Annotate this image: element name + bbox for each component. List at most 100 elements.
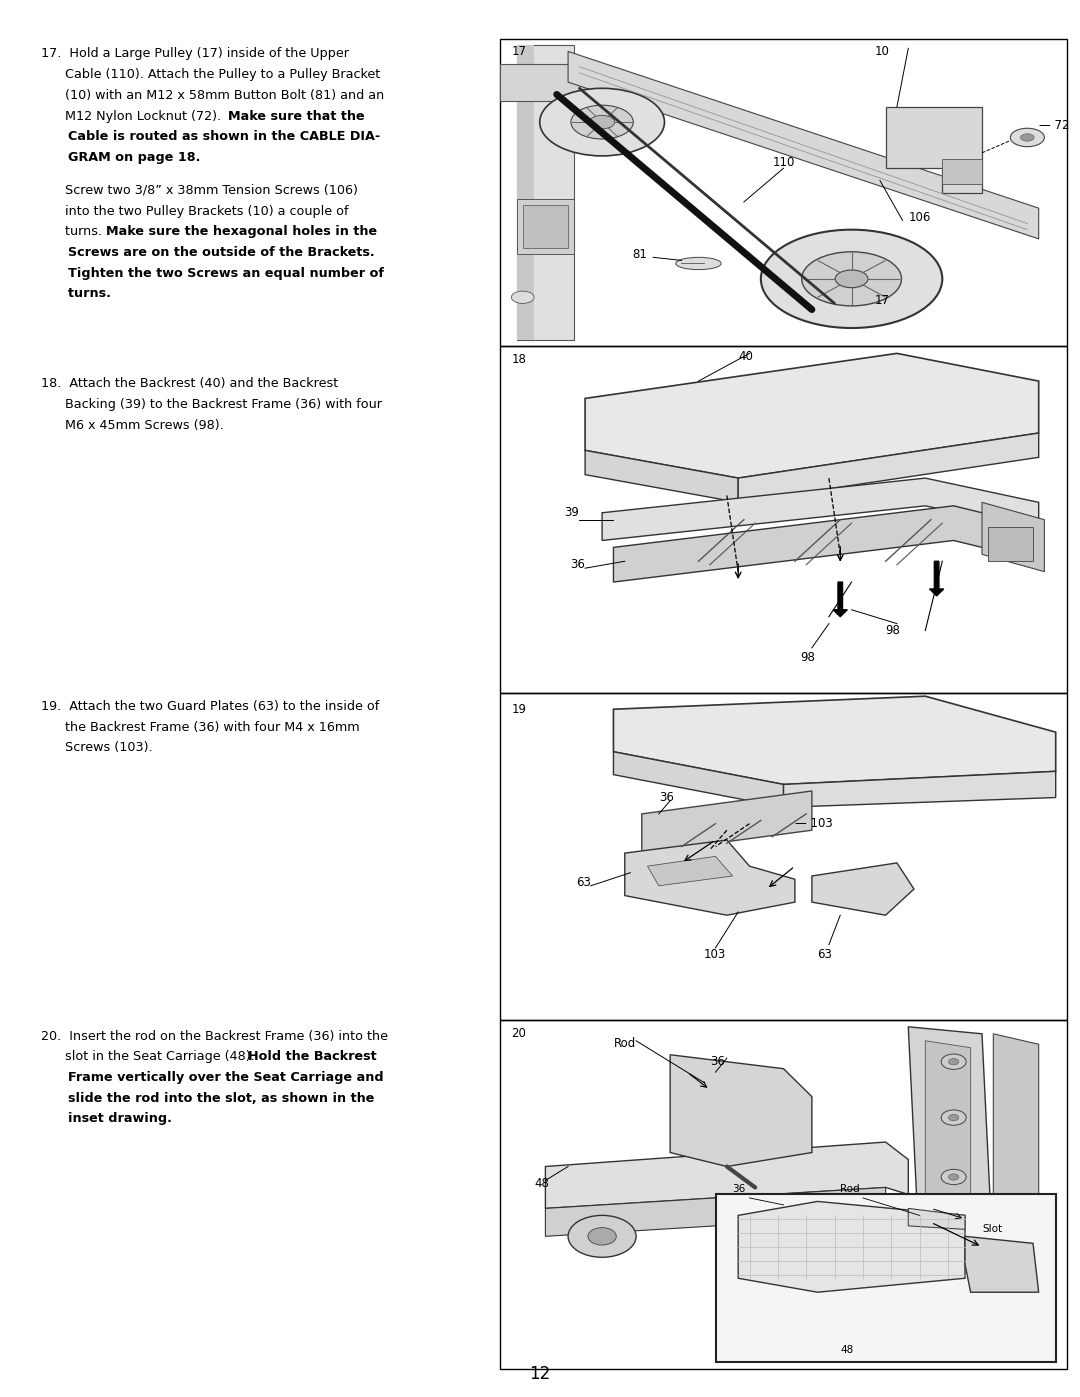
Text: inset drawing.: inset drawing. [41, 1112, 172, 1126]
Circle shape [1011, 129, 1044, 147]
Circle shape [801, 251, 902, 306]
FancyArrow shape [833, 583, 848, 616]
Text: 36: 36 [710, 1055, 725, 1067]
Bar [500, 346, 1067, 693]
Text: 20: 20 [512, 1027, 526, 1039]
Text: 19.  Attach the two Guard Plates (63) to the inside of: 19. Attach the two Guard Plates (63) to … [41, 700, 379, 712]
Circle shape [778, 1197, 846, 1241]
Circle shape [798, 1210, 826, 1228]
Text: 48: 48 [840, 1345, 853, 1355]
Text: into the two Pulley Brackets (10) a couple of: into the two Pulley Brackets (10) a coup… [41, 204, 349, 218]
Polygon shape [613, 506, 1039, 583]
Text: slide the rod into the slot, as shown in the: slide the rod into the slot, as shown in… [41, 1091, 375, 1105]
Polygon shape [886, 106, 982, 193]
Polygon shape [994, 1034, 1039, 1271]
Bar [500, 1020, 1067, 1369]
Text: — 72: — 72 [1039, 119, 1069, 131]
Bar [715, 1194, 1056, 1362]
Text: Slot: Slot [982, 1224, 1002, 1235]
Polygon shape [812, 863, 914, 915]
Polygon shape [517, 45, 535, 341]
Text: 20.  Insert the rod on the Backrest Frame (36) into the: 20. Insert the rod on the Backrest Frame… [41, 1030, 388, 1042]
Ellipse shape [676, 257, 721, 270]
Text: 18: 18 [512, 353, 526, 366]
Text: Make sure that the: Make sure that the [228, 109, 365, 123]
Polygon shape [926, 1041, 971, 1243]
Text: 63: 63 [576, 876, 591, 888]
Circle shape [941, 1109, 967, 1126]
Circle shape [941, 1169, 967, 1185]
Text: Frame vertically over the Seat Carriage and: Frame vertically over the Seat Carriage … [41, 1071, 383, 1084]
Polygon shape [624, 840, 795, 915]
Text: 17.  Hold a Large Pulley (17) inside of the Upper: 17. Hold a Large Pulley (17) inside of t… [41, 47, 349, 60]
Text: Screws (103).: Screws (103). [41, 742, 152, 754]
Text: 63: 63 [818, 949, 833, 961]
Text: 81: 81 [633, 247, 648, 261]
Text: M12 Nylon Locknut (72).: M12 Nylon Locknut (72). [41, 109, 225, 123]
Circle shape [941, 1053, 967, 1070]
Text: 17: 17 [875, 293, 889, 307]
Polygon shape [908, 1208, 966, 1229]
Circle shape [512, 291, 535, 303]
Circle shape [1021, 134, 1035, 141]
Circle shape [948, 1115, 959, 1120]
Text: the Backrest Frame (36) with four M4 x 16mm: the Backrest Frame (36) with four M4 x 1… [41, 721, 360, 733]
Circle shape [571, 105, 633, 140]
Circle shape [948, 1227, 959, 1232]
Text: 106: 106 [908, 211, 931, 224]
Polygon shape [982, 503, 1044, 571]
Text: Cable is routed as shown in the CABLE DIA-: Cable is routed as shown in the CABLE DI… [41, 130, 380, 144]
Bar [942, 159, 982, 183]
Text: Tighten the two Screws an equal number of: Tighten the two Screws an equal number o… [41, 267, 384, 279]
Polygon shape [568, 52, 1039, 239]
Text: 10: 10 [875, 45, 889, 59]
Polygon shape [545, 1187, 886, 1236]
Text: 36: 36 [570, 559, 585, 571]
Polygon shape [739, 1201, 966, 1292]
Polygon shape [908, 1027, 994, 1264]
Polygon shape [585, 353, 1039, 478]
Bar [517, 198, 573, 254]
Polygon shape [648, 856, 732, 886]
Text: slot in the Seat Carriage (48).: slot in the Seat Carriage (48). [41, 1051, 259, 1063]
Polygon shape [613, 752, 784, 807]
Text: 39: 39 [565, 506, 580, 520]
Polygon shape [642, 791, 812, 854]
Text: 36: 36 [732, 1185, 746, 1194]
Polygon shape [545, 1143, 908, 1208]
Text: M6 x 45mm Screws (98).: M6 x 45mm Screws (98). [41, 419, 224, 432]
Polygon shape [670, 1055, 812, 1166]
Text: Screw two 3/8” x 38mm Tension Screws (106): Screw two 3/8” x 38mm Tension Screws (10… [41, 184, 357, 197]
Text: 19: 19 [512, 703, 526, 715]
Circle shape [568, 1215, 636, 1257]
Circle shape [948, 1059, 959, 1065]
Text: 48: 48 [535, 1176, 549, 1190]
Text: Hold the Backrest: Hold the Backrest [248, 1051, 377, 1063]
Circle shape [590, 116, 615, 129]
Circle shape [588, 1228, 617, 1245]
Polygon shape [500, 64, 603, 101]
Polygon shape [966, 1236, 1039, 1292]
Bar [500, 39, 1067, 346]
Circle shape [941, 1221, 967, 1238]
Text: Screws are on the outside of the Brackets.: Screws are on the outside of the Bracket… [41, 246, 375, 258]
Polygon shape [603, 478, 1039, 541]
Bar [988, 527, 1032, 562]
Text: (10) with an M12 x 58mm Button Bolt (81) and an: (10) with an M12 x 58mm Button Bolt (81)… [41, 89, 384, 102]
Text: Rod: Rod [613, 1037, 636, 1051]
Polygon shape [784, 771, 1056, 807]
Bar [500, 693, 1067, 1020]
Bar [523, 205, 568, 249]
Polygon shape [613, 696, 1056, 785]
Text: turns.: turns. [41, 288, 111, 300]
Text: 110: 110 [772, 155, 795, 169]
Text: Make sure the hexagonal holes in the: Make sure the hexagonal holes in the [106, 225, 377, 239]
Polygon shape [739, 433, 1039, 503]
Text: 98: 98 [886, 623, 901, 637]
FancyArrow shape [930, 562, 944, 597]
Text: 103: 103 [704, 949, 727, 961]
Text: 36: 36 [659, 791, 674, 805]
Text: Backing (39) to the Backrest Frame (36) with four: Backing (39) to the Backrest Frame (36) … [41, 398, 382, 411]
Text: 17: 17 [512, 45, 526, 59]
Text: Rod: Rod [840, 1185, 860, 1194]
